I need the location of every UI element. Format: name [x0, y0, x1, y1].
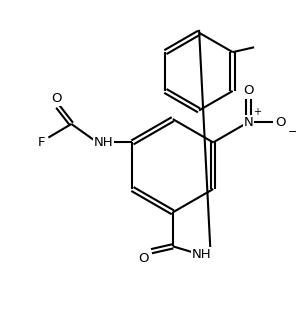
Text: F: F: [38, 136, 45, 149]
Text: N: N: [244, 116, 253, 128]
Text: NH: NH: [192, 248, 212, 261]
Text: O: O: [243, 84, 254, 97]
Text: O: O: [275, 116, 286, 128]
Text: O: O: [52, 92, 62, 105]
Text: O: O: [139, 252, 149, 265]
Text: −: −: [287, 127, 296, 137]
Text: NH: NH: [94, 136, 113, 149]
Text: +: +: [253, 107, 261, 117]
